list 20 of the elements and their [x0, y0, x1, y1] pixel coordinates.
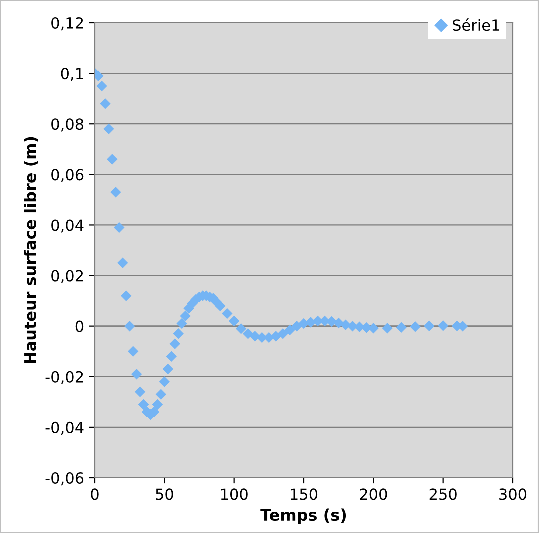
y-axis-title: Hauteur surface libre (m)	[24, 137, 38, 364]
y-tick-label: 0,02	[52, 270, 84, 284]
legend-label: Série1	[453, 18, 500, 32]
y-tick-label: 0,06	[52, 169, 84, 182]
x-axis-title: Temps (s)	[260, 508, 346, 524]
x-tick-label: 0	[91, 488, 99, 500]
x-tick-label: 300	[500, 488, 527, 500]
y-tick-label: -0,02	[46, 371, 84, 384]
x-tick-label: 150	[291, 488, 318, 500]
x-tick-label: 50	[156, 488, 174, 500]
y-tick-label: -0,04	[46, 422, 84, 436]
y-tick-label: 0,08	[52, 118, 84, 132]
x-tick-label: 100	[221, 488, 248, 500]
y-tick-label: 0,12	[52, 17, 84, 31]
y-tick-label: 0	[76, 320, 84, 332]
y-tick-label: -0,06	[46, 472, 84, 486]
y-tick-label: 0,1	[61, 68, 84, 82]
x-tick-label: 250	[430, 488, 457, 500]
y-tick-label: 0,04	[52, 220, 84, 233]
x-tick-label: 200	[360, 488, 388, 500]
